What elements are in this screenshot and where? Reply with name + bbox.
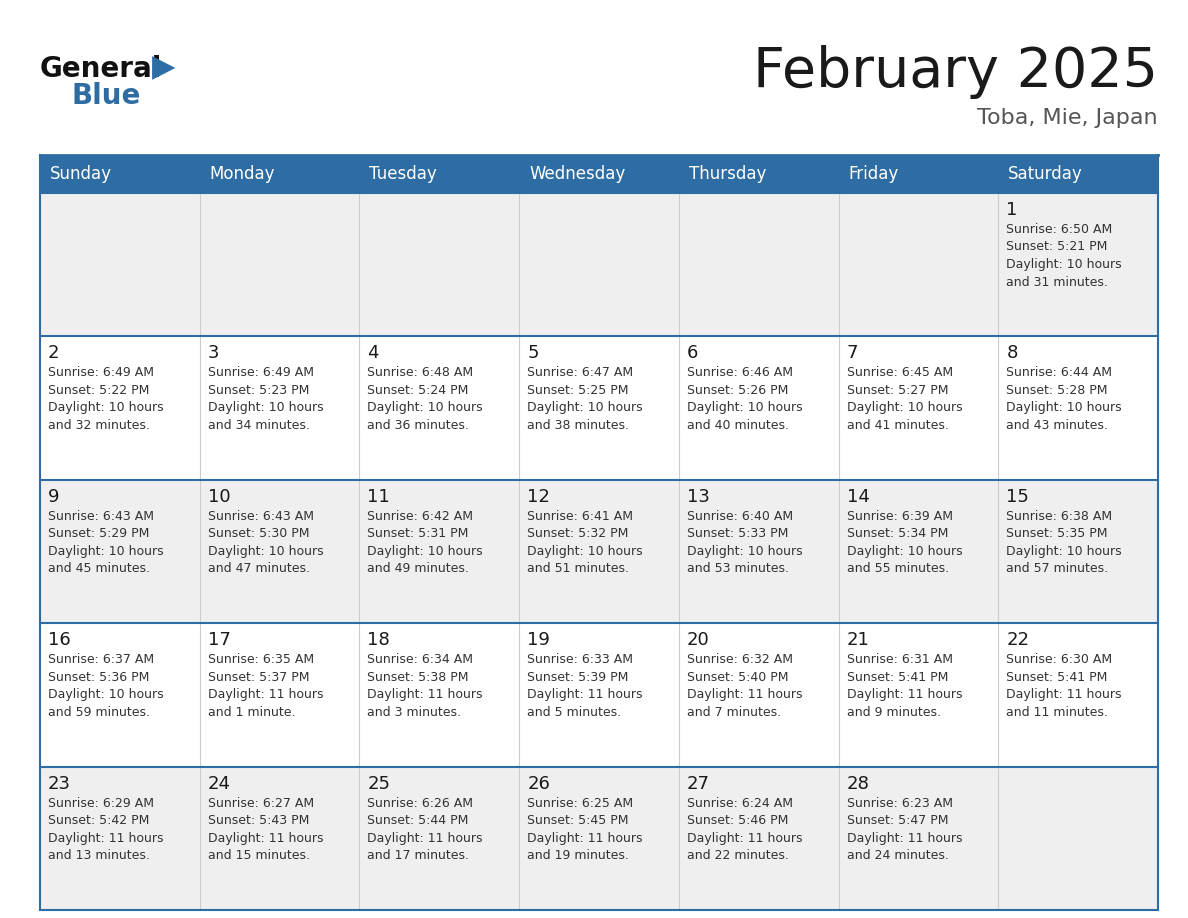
- Text: 12: 12: [527, 487, 550, 506]
- Text: Sunrise: 6:38 AM
Sunset: 5:35 PM
Daylight: 10 hours
and 57 minutes.: Sunrise: 6:38 AM Sunset: 5:35 PM Dayligh…: [1006, 509, 1121, 576]
- Text: 21: 21: [847, 632, 870, 649]
- Text: Sunrise: 6:43 AM
Sunset: 5:29 PM
Daylight: 10 hours
and 45 minutes.: Sunrise: 6:43 AM Sunset: 5:29 PM Dayligh…: [48, 509, 164, 576]
- Text: Sunrise: 6:29 AM
Sunset: 5:42 PM
Daylight: 11 hours
and 13 minutes.: Sunrise: 6:29 AM Sunset: 5:42 PM Dayligh…: [48, 797, 164, 862]
- Bar: [40, 193, 1158, 336]
- Text: Sunrise: 6:25 AM
Sunset: 5:45 PM
Daylight: 11 hours
and 19 minutes.: Sunrise: 6:25 AM Sunset: 5:45 PM Dayligh…: [527, 797, 643, 862]
- Text: 20: 20: [687, 632, 709, 649]
- Text: Toba, Mie, Japan: Toba, Mie, Japan: [978, 108, 1158, 128]
- Text: Sunrise: 6:33 AM
Sunset: 5:39 PM
Daylight: 11 hours
and 5 minutes.: Sunrise: 6:33 AM Sunset: 5:39 PM Dayligh…: [527, 654, 643, 719]
- Text: 11: 11: [367, 487, 390, 506]
- Text: Sunrise: 6:32 AM
Sunset: 5:40 PM
Daylight: 11 hours
and 7 minutes.: Sunrise: 6:32 AM Sunset: 5:40 PM Dayligh…: [687, 654, 802, 719]
- Text: Sunrise: 6:31 AM
Sunset: 5:41 PM
Daylight: 11 hours
and 9 minutes.: Sunrise: 6:31 AM Sunset: 5:41 PM Dayligh…: [847, 654, 962, 719]
- Text: Sunrise: 6:42 AM
Sunset: 5:31 PM
Daylight: 10 hours
and 49 minutes.: Sunrise: 6:42 AM Sunset: 5:31 PM Dayligh…: [367, 509, 484, 576]
- Text: General: General: [40, 55, 163, 83]
- Text: 8: 8: [1006, 344, 1018, 363]
- Text: Sunrise: 6:48 AM
Sunset: 5:24 PM
Daylight: 10 hours
and 36 minutes.: Sunrise: 6:48 AM Sunset: 5:24 PM Dayligh…: [367, 366, 484, 431]
- Text: Sunrise: 6:47 AM
Sunset: 5:25 PM
Daylight: 10 hours
and 38 minutes.: Sunrise: 6:47 AM Sunset: 5:25 PM Dayligh…: [527, 366, 643, 431]
- Bar: [40, 155, 1158, 193]
- Text: Sunday: Sunday: [50, 165, 112, 183]
- Text: Sunrise: 6:46 AM
Sunset: 5:26 PM
Daylight: 10 hours
and 40 minutes.: Sunrise: 6:46 AM Sunset: 5:26 PM Dayligh…: [687, 366, 802, 431]
- Text: Sunrise: 6:27 AM
Sunset: 5:43 PM
Daylight: 11 hours
and 15 minutes.: Sunrise: 6:27 AM Sunset: 5:43 PM Dayligh…: [208, 797, 323, 862]
- Text: 17: 17: [208, 632, 230, 649]
- Text: Sunrise: 6:24 AM
Sunset: 5:46 PM
Daylight: 11 hours
and 22 minutes.: Sunrise: 6:24 AM Sunset: 5:46 PM Dayligh…: [687, 797, 802, 862]
- Bar: [40, 336, 1158, 480]
- Text: 25: 25: [367, 775, 391, 792]
- Bar: [40, 623, 1158, 767]
- Text: 1: 1: [1006, 201, 1018, 219]
- Text: 22: 22: [1006, 632, 1029, 649]
- Text: Sunrise: 6:49 AM
Sunset: 5:22 PM
Daylight: 10 hours
and 32 minutes.: Sunrise: 6:49 AM Sunset: 5:22 PM Dayligh…: [48, 366, 164, 431]
- Text: 6: 6: [687, 344, 699, 363]
- Text: 7: 7: [847, 344, 858, 363]
- Text: Thursday: Thursday: [689, 165, 766, 183]
- Text: Sunrise: 6:34 AM
Sunset: 5:38 PM
Daylight: 11 hours
and 3 minutes.: Sunrise: 6:34 AM Sunset: 5:38 PM Dayligh…: [367, 654, 484, 719]
- Text: 4: 4: [367, 344, 379, 363]
- Bar: [40, 767, 1158, 910]
- Text: Sunrise: 6:45 AM
Sunset: 5:27 PM
Daylight: 10 hours
and 41 minutes.: Sunrise: 6:45 AM Sunset: 5:27 PM Dayligh…: [847, 366, 962, 431]
- Text: 19: 19: [527, 632, 550, 649]
- Text: 2: 2: [48, 344, 59, 363]
- Text: 13: 13: [687, 487, 709, 506]
- Text: 10: 10: [208, 487, 230, 506]
- Text: Monday: Monday: [210, 165, 276, 183]
- Text: Sunrise: 6:41 AM
Sunset: 5:32 PM
Daylight: 10 hours
and 51 minutes.: Sunrise: 6:41 AM Sunset: 5:32 PM Dayligh…: [527, 509, 643, 576]
- Text: 24: 24: [208, 775, 230, 792]
- Text: Sunrise: 6:26 AM
Sunset: 5:44 PM
Daylight: 11 hours
and 17 minutes.: Sunrise: 6:26 AM Sunset: 5:44 PM Dayligh…: [367, 797, 484, 862]
- Text: Sunrise: 6:44 AM
Sunset: 5:28 PM
Daylight: 10 hours
and 43 minutes.: Sunrise: 6:44 AM Sunset: 5:28 PM Dayligh…: [1006, 366, 1121, 431]
- Text: Sunrise: 6:40 AM
Sunset: 5:33 PM
Daylight: 10 hours
and 53 minutes.: Sunrise: 6:40 AM Sunset: 5:33 PM Dayligh…: [687, 509, 802, 576]
- Text: 9: 9: [48, 487, 59, 506]
- Text: Friday: Friday: [848, 165, 899, 183]
- Text: Sunrise: 6:35 AM
Sunset: 5:37 PM
Daylight: 11 hours
and 1 minute.: Sunrise: 6:35 AM Sunset: 5:37 PM Dayligh…: [208, 654, 323, 719]
- Text: Sunrise: 6:50 AM
Sunset: 5:21 PM
Daylight: 10 hours
and 31 minutes.: Sunrise: 6:50 AM Sunset: 5:21 PM Dayligh…: [1006, 223, 1121, 288]
- Text: ▶: ▶: [152, 53, 176, 82]
- Text: 26: 26: [527, 775, 550, 792]
- Bar: [40, 480, 1158, 623]
- Text: 18: 18: [367, 632, 390, 649]
- Text: Sunrise: 6:39 AM
Sunset: 5:34 PM
Daylight: 10 hours
and 55 minutes.: Sunrise: 6:39 AM Sunset: 5:34 PM Dayligh…: [847, 509, 962, 576]
- Text: Blue: Blue: [72, 82, 141, 110]
- Text: Sunrise: 6:23 AM
Sunset: 5:47 PM
Daylight: 11 hours
and 24 minutes.: Sunrise: 6:23 AM Sunset: 5:47 PM Dayligh…: [847, 797, 962, 862]
- Text: 5: 5: [527, 344, 538, 363]
- Text: 28: 28: [847, 775, 870, 792]
- Text: Sunrise: 6:49 AM
Sunset: 5:23 PM
Daylight: 10 hours
and 34 minutes.: Sunrise: 6:49 AM Sunset: 5:23 PM Dayligh…: [208, 366, 323, 431]
- Text: 3: 3: [208, 344, 220, 363]
- Text: 14: 14: [847, 487, 870, 506]
- Text: 27: 27: [687, 775, 710, 792]
- Text: Sunrise: 6:37 AM
Sunset: 5:36 PM
Daylight: 10 hours
and 59 minutes.: Sunrise: 6:37 AM Sunset: 5:36 PM Dayligh…: [48, 654, 164, 719]
- Text: 23: 23: [48, 775, 71, 792]
- Text: 16: 16: [48, 632, 71, 649]
- Text: Tuesday: Tuesday: [369, 165, 437, 183]
- Text: Wednesday: Wednesday: [529, 165, 625, 183]
- Text: Sunrise: 6:30 AM
Sunset: 5:41 PM
Daylight: 11 hours
and 11 minutes.: Sunrise: 6:30 AM Sunset: 5:41 PM Dayligh…: [1006, 654, 1121, 719]
- Text: Saturday: Saturday: [1009, 165, 1083, 183]
- Text: February 2025: February 2025: [753, 45, 1158, 99]
- Text: 15: 15: [1006, 487, 1029, 506]
- Text: Sunrise: 6:43 AM
Sunset: 5:30 PM
Daylight: 10 hours
and 47 minutes.: Sunrise: 6:43 AM Sunset: 5:30 PM Dayligh…: [208, 509, 323, 576]
